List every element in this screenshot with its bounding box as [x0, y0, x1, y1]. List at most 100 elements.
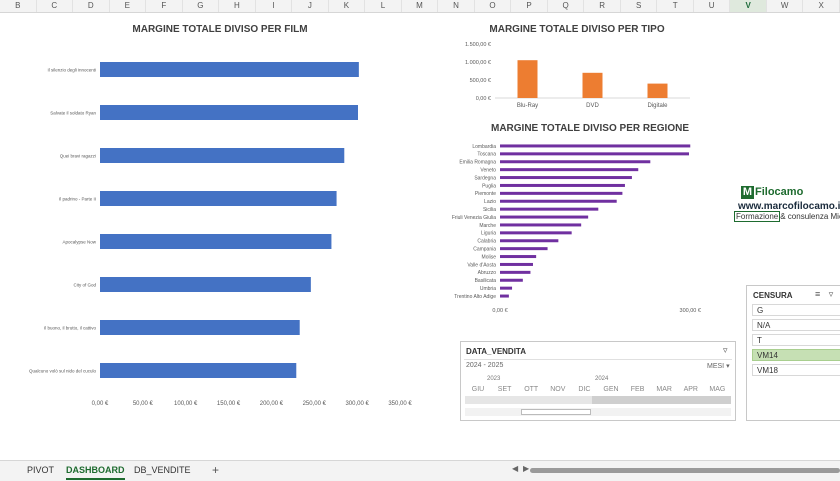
column-header-h[interactable]: H [219, 0, 256, 12]
timeline-title: DATA_VENDITA [466, 347, 526, 356]
sheet-tab-bar: PIVOT DASHBOARD DB_VENDITE + ◀ ▶ [0, 460, 840, 481]
add-sheet-button[interactable]: + [212, 463, 220, 477]
category-label: Calabria [477, 239, 496, 245]
column-header-e[interactable]: E [110, 0, 147, 12]
slicer-item[interactable]: VM18 [752, 364, 840, 376]
column-header-c[interactable]: C [37, 0, 74, 12]
chart-tipo-title: MARGINE TOTALE DIVISO PER TIPO [489, 24, 664, 35]
logo-mark: M [741, 186, 754, 199]
scroll-right-icon[interactable]: ▶ [523, 464, 530, 473]
category-label: Piemonte [475, 191, 496, 197]
timeline-month[interactable]: FEB [630, 386, 645, 393]
bar [100, 234, 332, 249]
column-header-v[interactable]: V [730, 0, 767, 12]
timeline-month[interactable]: NOV [550, 386, 566, 393]
logo-url: www.marcofilocamo.it [738, 201, 840, 212]
slicer-item[interactable]: VM14 [752, 349, 840, 361]
x-tick-label: 0,00 € [92, 401, 109, 407]
timeline-month[interactable]: SET [497, 386, 512, 393]
bar [500, 191, 623, 195]
horizontal-scrollbar[interactable] [530, 468, 840, 473]
timeline-month[interactable]: MAR [656, 386, 672, 393]
column-header-t[interactable]: T [657, 0, 694, 12]
column-header-o[interactable]: O [475, 0, 512, 12]
category-label: Lombardia [472, 144, 496, 150]
chart-regione-title: MARGINE TOTALE DIVISO PER REGIONE [491, 123, 689, 134]
timeline-month[interactable]: APR [683, 386, 698, 393]
category-label: Molise [482, 254, 497, 260]
chart-regione[interactable]: MARGINE TOTALE DIVISO PER REGIONE Lombar… [440, 118, 740, 318]
tagline-rest: & consulenza Microsof [780, 212, 840, 221]
x-tick-label: 250,00 € [303, 401, 327, 407]
category-label: Basilicata [475, 278, 497, 284]
category-label: Umbria [480, 286, 496, 292]
category-label: Lazio [484, 199, 496, 205]
slicer-item[interactable]: T [752, 334, 840, 346]
column-header-w[interactable]: W [767, 0, 804, 12]
column-header-q[interactable]: Q [548, 0, 585, 12]
bar [500, 286, 513, 290]
column-header-m[interactable]: M [402, 0, 439, 12]
clear-filter-icon[interactable]: ▿ [723, 345, 728, 355]
chart-film[interactable]: MARGINE TOTALE DIVISO PER FILM 0,00 € 50,… [20, 16, 420, 416]
column-header-n[interactable]: N [438, 0, 475, 12]
scroll-left-icon[interactable]: ◀ [512, 464, 519, 473]
y-tick-label: 500,00 € [470, 78, 491, 84]
slicer-item[interactable]: G [752, 304, 840, 316]
column-header-u[interactable]: U [694, 0, 731, 12]
bar [500, 168, 639, 172]
multi-select-icon[interactable]: ≡ [815, 289, 821, 299]
timeline-month[interactable]: MAG [709, 386, 726, 393]
column-header-i[interactable]: I [256, 0, 293, 12]
timeline-month[interactable]: DIC [578, 386, 591, 393]
censura-slicer[interactable]: CENSURA ≡ ▿ G N/A T VM14 VM18 [746, 285, 840, 421]
column-header-j[interactable]: J [292, 0, 329, 12]
bar [500, 294, 509, 298]
column-header-l[interactable]: L [365, 0, 402, 12]
bar [500, 231, 572, 235]
category-label: Friuli Venezia Giulia [452, 215, 496, 221]
category-label: Toscana [477, 152, 496, 158]
bar [100, 191, 337, 206]
x-tick-label: 0,00 € [492, 308, 507, 314]
tab-db-vendite[interactable]: DB_VENDITE [134, 465, 191, 475]
column-header-k[interactable]: K [329, 0, 366, 12]
column-header-x[interactable]: X [803, 0, 840, 12]
timeline-month[interactable]: GIU [471, 386, 485, 393]
timeline-month[interactable]: GEN [603, 386, 619, 393]
category-label: Il padrino - Parte II [59, 197, 96, 202]
column-header-d[interactable]: D [73, 0, 110, 12]
y-tick-label: 0,00 € [476, 96, 491, 102]
column-header-s[interactable]: S [621, 0, 658, 12]
bar [100, 62, 359, 77]
timeline-scroll-thumb[interactable] [521, 409, 591, 415]
bar [647, 83, 668, 98]
x-tick-label: Blu-Ray [517, 103, 538, 109]
tab-dashboard[interactable]: DASHBOARD [66, 463, 125, 480]
x-tick-label: 150,00 € [217, 401, 241, 407]
timeline-month[interactable]: OTT [524, 386, 539, 393]
bar [500, 255, 537, 259]
timeline-level: MESI [707, 363, 725, 370]
bar [500, 144, 691, 148]
column-header-f[interactable]: F [146, 0, 183, 12]
category-label: Marche [479, 223, 496, 229]
timeline-scrollbar[interactable] [465, 408, 731, 416]
column-header-r[interactable]: R [584, 0, 621, 12]
bar [500, 239, 559, 243]
slicer-item[interactable]: N/A [752, 319, 840, 331]
chart-tipo[interactable]: MARGINE TOTALE DIVISO PER TIPO 0,00 € 500… [440, 16, 710, 120]
category-label: Il buono, il brutto, il cattivo [44, 326, 97, 331]
category-label: Trentino Alto Adige [454, 294, 496, 300]
column-header-p[interactable]: P [511, 0, 548, 12]
data-vendita-timeline[interactable]: DATA_VENDITA ▿ 2024 - 2025 MESI ▾ 2023 2… [460, 341, 736, 421]
category-label: Valle d'Aosta [467, 262, 496, 268]
clear-filter-icon[interactable]: ▿ [828, 289, 834, 299]
timeline-level-dropdown[interactable]: MESI ▾ [707, 362, 730, 370]
column-header-b[interactable]: B [0, 0, 37, 12]
timeline-selected-range[interactable] [592, 396, 731, 404]
x-tick-label: 350,00 € [388, 401, 412, 407]
tab-pivot[interactable]: PIVOT [27, 465, 55, 475]
column-header-g[interactable]: G [183, 0, 220, 12]
